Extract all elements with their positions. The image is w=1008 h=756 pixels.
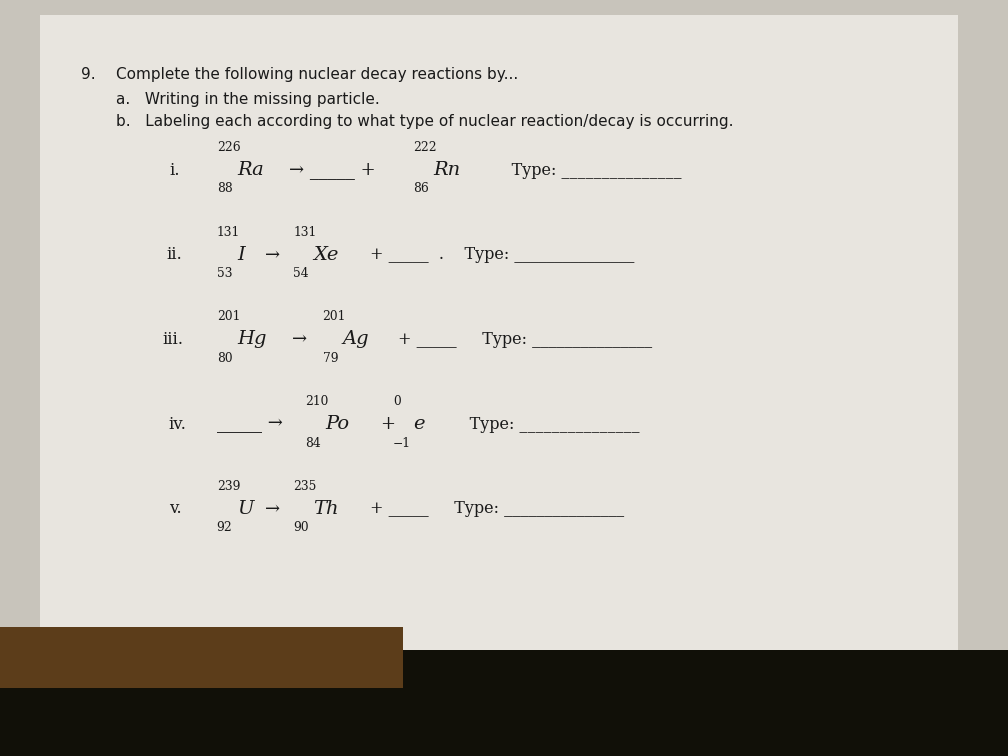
Text: 0: 0	[393, 395, 401, 408]
Text: 79: 79	[323, 352, 339, 365]
Text: _____ →: _____ →	[217, 415, 288, 433]
Text: 239: 239	[217, 479, 240, 493]
Text: →: →	[292, 330, 313, 349]
Text: 131: 131	[293, 225, 317, 239]
Text: 201: 201	[217, 310, 240, 324]
Text: 54: 54	[293, 267, 309, 280]
Text: e: e	[413, 415, 424, 433]
Text: v.: v.	[169, 500, 182, 517]
Text: +: +	[381, 415, 402, 433]
Text: Rn: Rn	[433, 161, 461, 179]
Text: 86: 86	[413, 182, 429, 196]
Text: 80: 80	[217, 352, 233, 365]
Text: 210: 210	[305, 395, 329, 408]
Text: Hg: Hg	[237, 330, 266, 349]
Text: 9.: 9.	[81, 67, 96, 82]
Text: 90: 90	[293, 521, 309, 534]
Text: 222: 222	[413, 141, 436, 154]
Text: + _____     Type: _______________: + _____ Type: _______________	[370, 500, 624, 517]
Text: →: →	[265, 246, 286, 264]
Text: ii.: ii.	[166, 246, 182, 263]
Text: b.   Labeling each according to what type of nuclear reaction/decay is occurring: b. Labeling each according to what type …	[116, 114, 734, 129]
Text: Ra: Ra	[237, 161, 264, 179]
Text: −1: −1	[393, 436, 411, 450]
Text: 53: 53	[217, 267, 232, 280]
Text: → _____ +: → _____ +	[289, 161, 382, 179]
Text: Type: _______________: Type: _______________	[486, 162, 681, 178]
Text: iii.: iii.	[162, 331, 183, 348]
Text: Type: _______________: Type: _______________	[444, 416, 639, 432]
Text: a.   Writing in the missing particle.: a. Writing in the missing particle.	[116, 92, 380, 107]
Text: →: →	[265, 500, 286, 518]
Text: + _____  .    Type: _______________: + _____ . Type: _______________	[370, 246, 634, 263]
Text: Po: Po	[326, 415, 350, 433]
Text: Th: Th	[313, 500, 339, 518]
Text: iv.: iv.	[168, 416, 186, 432]
Text: Complete the following nuclear decay reactions by...: Complete the following nuclear decay rea…	[116, 67, 518, 82]
Text: Xe: Xe	[313, 246, 339, 264]
Bar	[0, 650, 1008, 756]
Text: 201: 201	[323, 310, 346, 324]
Text: 88: 88	[217, 182, 233, 196]
Text: I: I	[237, 246, 245, 264]
Text: i.: i.	[169, 162, 179, 178]
Text: Ag: Ag	[343, 330, 369, 349]
Text: 131: 131	[217, 225, 240, 239]
Text: 84: 84	[305, 436, 322, 450]
Bar	[0, 627, 403, 688]
Bar	[40, 15, 958, 658]
Text: 235: 235	[293, 479, 317, 493]
Text: 226: 226	[217, 141, 240, 154]
Text: U: U	[237, 500, 253, 518]
Text: 92: 92	[217, 521, 233, 534]
Text: + _____     Type: _______________: + _____ Type: _______________	[398, 331, 652, 348]
